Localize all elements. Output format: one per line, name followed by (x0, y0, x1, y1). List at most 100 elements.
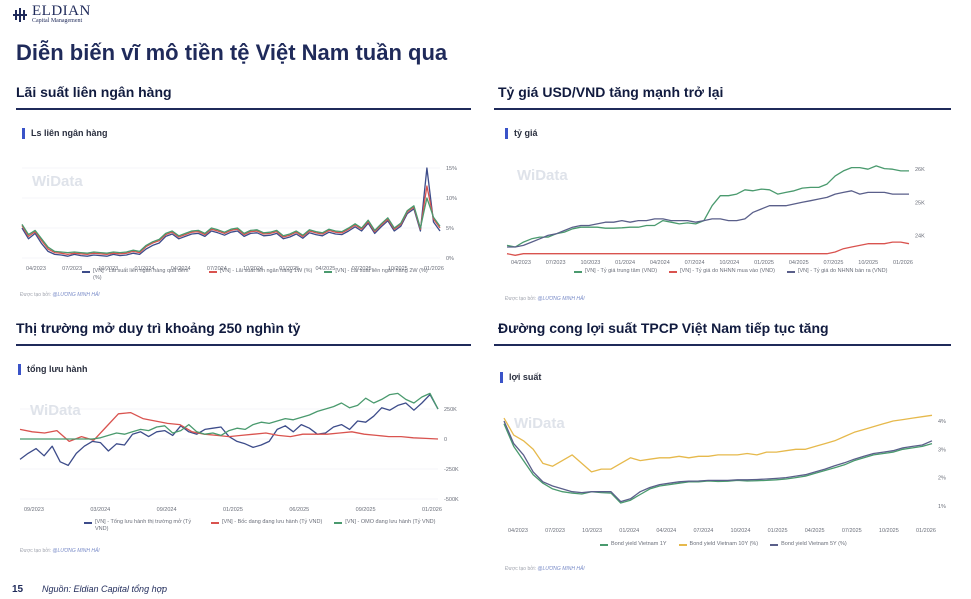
x-tick-label: 04/2023 (508, 528, 528, 534)
legend-label: [VN] - Tỷ giá do NHNN bán ra (VND) (797, 268, 888, 274)
legend-swatch (82, 271, 90, 273)
watermark-text: WiData (517, 167, 568, 184)
legend-interbank: [VN] - Lãi suất liên ngân hàng qua đêm (… (82, 268, 428, 282)
y-tick-label: 1% (938, 504, 946, 510)
x-tick-label: 10/2023 (98, 266, 118, 272)
legend-label: [VN] - OMO đang lưu hành (Tỷ VND) (345, 519, 436, 525)
legend-item[interactable]: [VN] - Tỷ giá trung tâm (VND) (574, 268, 657, 275)
x-tick-label: 04/2024 (171, 266, 191, 272)
x-tick-label: 04/2023 (26, 266, 46, 272)
x-tick-label: 04/2024 (650, 260, 670, 266)
legend-swatch (770, 544, 779, 546)
x-tick-label: 01/2026 (422, 507, 442, 513)
section-title-omo: Thị trường mở duy trì khoảng 250 nghìn t… (16, 320, 301, 336)
x-tick-label: 04/2025 (315, 266, 335, 272)
x-tick-label: 01/2025 (223, 507, 243, 513)
series-line-3 (507, 190, 909, 248)
legend-label: [VN] - Tỷ giá trung tâm (VND) (585, 268, 658, 274)
page-number: 15 (12, 584, 24, 595)
series-line-2 (19, 411, 439, 443)
legend-item[interactable]: [VN] - Lãi suất liên ngân hàng 2W (%) (324, 268, 428, 282)
x-tick-label: 06/2025 (289, 507, 309, 513)
legend-label: Bond yield Vietnam 10Y (%) (689, 541, 759, 547)
legend-label: Bond yield Vietnam 1Y (611, 541, 667, 547)
legend-swatch (334, 522, 343, 524)
x-tick-label: 04/2025 (789, 260, 809, 266)
x-tick-label: 07/2025 (824, 260, 844, 266)
x-tick-label: 07/2024 (693, 528, 713, 534)
legend-item[interactable]: Bond yield Vietnam 5Y (%) (770, 541, 847, 548)
series-line-3 (503, 420, 933, 503)
x-tick-label: 07/2023 (546, 260, 566, 266)
legend-bond-yield: Bond yield Vietnam 1Y Bond yield Vietnam … (600, 541, 847, 548)
section-title-fx: Tỷ giá USD/VND tăng mạnh trở lại (498, 84, 724, 100)
series-line-2 (21, 185, 441, 256)
legend-swatch (786, 271, 795, 273)
x-tick-label: 01/2026 (916, 528, 936, 534)
credit-bond-yield: Được tạo bởi: @LƯƠNG MINH HẢI (505, 566, 585, 572)
y-tick-label: 0% (446, 256, 454, 262)
legend-item[interactable]: [VN] - Bốc dang đang lưu hành (Tỷ VND) (211, 519, 322, 533)
logo-name: ELDIAN (32, 3, 91, 19)
legend-item[interactable]: [VN] - Lãi suất liên ngân hàng 1W (%) (209, 268, 312, 282)
x-tick-label: 10/2023 (582, 528, 602, 534)
x-tick-label: 04/2025 (805, 528, 825, 534)
section-rule-omo (16, 344, 471, 346)
section-title-interbank: Lãi suất liên ngân hàng (16, 84, 172, 100)
x-tick-label: 10/2025 (879, 528, 899, 534)
y-tick-label: 26K (915, 167, 925, 173)
x-tick-label: 03/2024 (90, 507, 110, 513)
x-tick-label: 07/2025 (842, 528, 862, 534)
x-tick-label: 07/2024 (685, 260, 705, 266)
x-tick-label: 07/2025 (352, 266, 372, 272)
x-tick-label: 10/2024 (719, 260, 739, 266)
x-tick-label: 10/2023 (580, 260, 600, 266)
x-tick-label: 01/2026 (424, 266, 444, 272)
panel-label-interbank: Ls liên ngân hàng (22, 128, 108, 139)
y-tick-label: 15% (446, 166, 457, 172)
watermark-text: WiData (514, 415, 565, 432)
credit-interbank: Được tạo bởi: @LƯƠNG MINH HẢI (20, 292, 100, 298)
x-tick-label: 04/2024 (656, 528, 676, 534)
x-tick-label: 07/2024 (207, 266, 227, 272)
panel-label-fx: tỷ giá (505, 128, 538, 139)
y-tick-label: 5% (446, 226, 454, 232)
panel-label-yield: lợi suất (500, 372, 541, 383)
x-tick-label: 01/2026 (893, 260, 913, 266)
legend-label: [VN] - Lãi suất liên ngân hàng 2W (%) (335, 268, 428, 274)
series-line-1 (21, 167, 441, 257)
legend-swatch (678, 544, 687, 546)
legend-item[interactable]: [VN] - Lãi suất liên ngân hàng qua đêm (… (82, 268, 197, 282)
y-tick-label: -500K (444, 497, 459, 503)
legend-label: [VN] - Lãi suất liên ngân hàng qua đêm (… (93, 268, 189, 281)
x-tick-label: 09/2023 (24, 507, 44, 513)
chart-open-market: WiData 250K 0 -250K -500K 09/2023 03/2024 09/20… (19, 392, 459, 513)
series-line-1 (503, 423, 933, 504)
credit-open-market: Được tạo bởi: @LƯƠNG MINH HẢI (20, 548, 100, 554)
legend-label: [VN] - Bốc dang đang lưu hành (Tỷ VND) (222, 519, 323, 525)
page-title: Diễn biến vĩ mô tiền tệ Việt Nam tuần qu… (16, 40, 448, 65)
legend-item[interactable]: [VN] - Tỷ giá do NHNN bán ra (VND) (786, 268, 888, 275)
section-rule-yield (494, 344, 951, 346)
legend-item[interactable]: Bond yield Vietnam 10Y (%) (678, 541, 759, 548)
x-tick-label: 04/2023 (511, 260, 531, 266)
x-tick-label: 07/2023 (62, 266, 82, 272)
legend-item[interactable]: [VN] - Tỷ giá do NHNN mua vào (VND) (669, 268, 775, 275)
legend-item[interactable]: [VN] - Tổng lưu hành thị trường mở (Tỷ V… (84, 519, 199, 533)
series-line-3 (21, 197, 441, 254)
series-line-2 (506, 241, 910, 256)
y-tick-label: 250K (444, 407, 457, 413)
y-tick-label: 0 (444, 437, 447, 443)
legend-swatch (669, 271, 678, 273)
x-tick-label: 10/2025 (858, 260, 878, 266)
legend-item[interactable]: [VN] - OMO đang lưu hành (Tỷ VND) (334, 519, 435, 533)
legend-label: Bond yield Vietnam 5Y (%) (781, 541, 847, 547)
x-tick-label: 01/2024 (619, 528, 639, 534)
legend-swatch (600, 544, 608, 546)
section-rule-fx (494, 108, 951, 110)
x-tick-label: 09/2025 (356, 507, 376, 513)
legend-swatch (574, 271, 582, 273)
y-tick-label: 25K (915, 200, 925, 206)
legend-item[interactable]: Bond yield Vietnam 1Y (600, 541, 667, 548)
logo-icon (13, 7, 27, 22)
